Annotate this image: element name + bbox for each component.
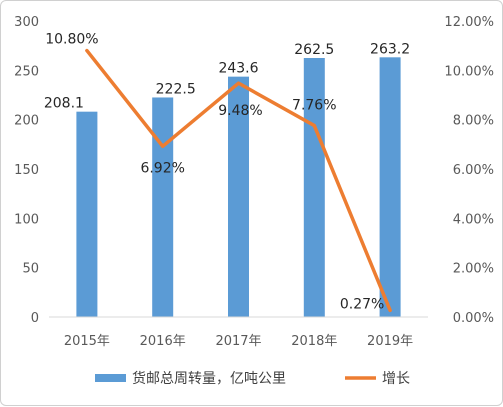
bar-data-label: 222.5 <box>156 81 196 97</box>
x-tick-label: 2019年 <box>367 334 413 349</box>
x-tick-label: 2016年 <box>140 334 186 349</box>
bar-data-label: 208.1 <box>44 96 84 112</box>
line-data-label: 10.80% <box>45 32 98 48</box>
y-left-tick-label: 50 <box>22 262 39 277</box>
growth-line <box>85 48 392 313</box>
y-left-tick-label: 250 <box>14 64 39 79</box>
data-labels-layer: 208.1 222.5 243.6 262.5 263.2 10.80% 6.92% 9.48… <box>44 32 410 313</box>
bar-data-label: 263.2 <box>370 41 410 57</box>
axes-layer: 0 50 100 150 200 250 300 0.00% 2.00% 4.00% 6.00% 8.… <box>14 15 494 349</box>
bar <box>228 76 249 317</box>
y-right-tick-label: 10.00% <box>444 64 494 79</box>
y-left-tick-label: 100 <box>14 212 39 227</box>
line-data-label: 6.92% <box>140 160 184 176</box>
legend-bar-label: 货邮总周转量，亿吨公里 <box>132 370 286 387</box>
y-right-tick-label: 2.00% <box>453 262 494 277</box>
bar-data-label: 243.6 <box>218 61 258 77</box>
y-right-tick-label: 6.00% <box>453 163 494 178</box>
y-left-tick-label: 150 <box>14 163 39 178</box>
bar <box>76 111 98 317</box>
line-data-label: 0.27% <box>340 296 384 312</box>
bar <box>152 97 174 317</box>
x-tick-label: 2015年 <box>64 334 110 349</box>
y-right-tick-label: 4.00% <box>453 212 494 227</box>
y-right-tick-label: 0.00% <box>453 311 494 326</box>
legend: 货邮总周转量，亿吨公里 增长 <box>95 370 410 387</box>
y-left-tick-label: 0 <box>31 311 39 326</box>
y-right-tick-label: 12.00% <box>444 15 494 30</box>
legend-bar-swatch <box>95 374 126 382</box>
y-left-tick-label: 300 <box>14 15 39 30</box>
bar-data-label: 262.5 <box>294 42 334 58</box>
line-data-label: 9.48% <box>218 103 262 119</box>
y-left-tick-label: 200 <box>14 114 39 129</box>
legend-line-label: 增长 <box>382 371 410 387</box>
line-data-label: 7.76% <box>292 98 336 114</box>
bar <box>379 57 401 318</box>
y-right-tick-label: 8.00% <box>453 114 494 129</box>
line-layer <box>85 48 392 313</box>
x-tick-label: 2017年 <box>215 334 261 349</box>
x-tick-label: 2018年 <box>291 334 337 349</box>
